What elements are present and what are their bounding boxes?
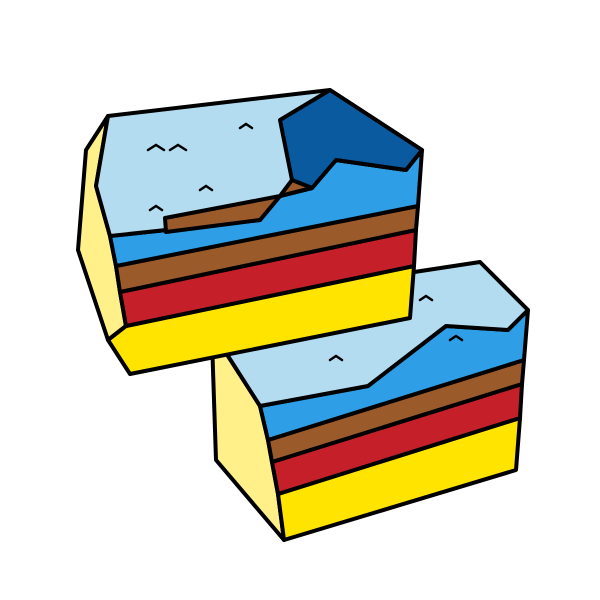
geology-fault-diagram [0,0,600,600]
